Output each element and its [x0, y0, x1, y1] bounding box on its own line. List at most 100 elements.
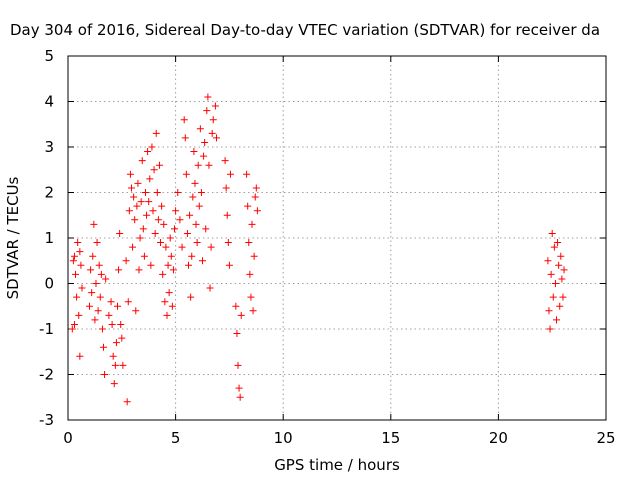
- data-point: [117, 320, 125, 328]
- data-point: [70, 252, 78, 260]
- x-tick-label: 25: [596, 429, 615, 447]
- data-point: [187, 293, 195, 301]
- data-point: [546, 325, 554, 333]
- data-point: [186, 211, 194, 219]
- x-tick-label: 0: [63, 429, 73, 447]
- axis-ticks: [67, 55, 607, 421]
- data-point: [158, 202, 166, 210]
- data-point: [554, 239, 562, 247]
- data-point: [558, 275, 566, 283]
- data-point: [203, 107, 211, 115]
- data-point: [225, 261, 233, 269]
- data-point: [197, 189, 205, 196]
- data-point: [116, 229, 124, 237]
- data-point: [169, 266, 177, 274]
- data-point: [97, 270, 105, 278]
- data-point: [189, 193, 197, 201]
- data-point: [206, 284, 214, 292]
- y-tick-label: 0: [44, 275, 54, 293]
- data-point: [138, 157, 146, 165]
- data-point: [235, 384, 243, 392]
- data-point: [250, 252, 258, 260]
- data-point: [245, 239, 253, 247]
- data-point: [133, 202, 141, 210]
- chart-title: Day 304 of 2016, Sidereal Day-to-day VTE…: [10, 21, 600, 39]
- data-point: [110, 380, 118, 388]
- data-point: [559, 293, 567, 301]
- data-point: [191, 179, 199, 187]
- x-tick-label: 5: [171, 429, 181, 447]
- data-point: [72, 270, 80, 278]
- x-tick-labels: 0 5 10 15 20 25: [63, 429, 615, 447]
- data-point: [195, 202, 203, 210]
- data-point: [247, 293, 255, 301]
- data-point: [545, 307, 553, 315]
- y-axis-label: SDTVAR / TECUs: [4, 176, 22, 299]
- data-point: [90, 220, 98, 228]
- data-point: [550, 243, 558, 251]
- data-point: [88, 289, 96, 297]
- data-point: [152, 129, 160, 137]
- data-point: [151, 229, 159, 237]
- data-point: [131, 216, 139, 224]
- data-point: [196, 125, 204, 133]
- data-point: [77, 261, 85, 269]
- data-point: [167, 252, 175, 260]
- data-point: [553, 316, 561, 324]
- data-point: [140, 252, 148, 260]
- data-point: [107, 298, 115, 306]
- data-point: [159, 270, 167, 278]
- data-point: [95, 261, 103, 269]
- data-point: [92, 280, 100, 287]
- data-point: [208, 129, 216, 137]
- data-point: [73, 293, 81, 301]
- data-point: [147, 261, 155, 269]
- data-point: [209, 116, 217, 124]
- data-point: [200, 152, 208, 160]
- y-tick-labels: -3 -2 -1 0 1 2 3 4 5: [39, 47, 54, 429]
- data-point: [190, 148, 198, 156]
- data-point: [144, 148, 152, 156]
- data-point: [181, 134, 189, 142]
- data-point: [143, 211, 151, 219]
- data-point: [168, 302, 176, 310]
- x-tick-label: 15: [381, 429, 400, 447]
- data-point: [202, 225, 210, 233]
- data-point: [96, 293, 104, 301]
- data-point: [153, 189, 161, 196]
- data-point: [162, 243, 170, 251]
- data-point: [118, 334, 126, 342]
- data-point: [555, 261, 563, 269]
- data-point: [91, 316, 99, 324]
- data-point: [253, 207, 261, 215]
- data-point: [185, 261, 193, 269]
- x-axis-label: GPS time / hours: [274, 456, 400, 474]
- data-point: [139, 225, 147, 233]
- data-point: [150, 166, 158, 174]
- data-point: [246, 270, 254, 278]
- y-tick-label: 5: [44, 47, 54, 65]
- data-point: [122, 257, 130, 265]
- x-tick-label: 10: [274, 429, 293, 447]
- data-point: [556, 302, 564, 310]
- data-point: [109, 352, 117, 360]
- data-point: [141, 189, 149, 196]
- data-point: [544, 257, 552, 265]
- data-point: [76, 352, 84, 360]
- data-point: [160, 220, 168, 228]
- data-point: [134, 179, 142, 187]
- data-point: [226, 170, 234, 178]
- data-point: [199, 257, 206, 265]
- data-point: [234, 361, 242, 369]
- data-point: [166, 234, 174, 242]
- data-point: [148, 143, 156, 151]
- data-point: [549, 293, 557, 301]
- y-tick-label: 4: [44, 93, 54, 111]
- data-point: [111, 361, 119, 369]
- data-point: [236, 393, 244, 401]
- data-point: [251, 193, 259, 201]
- plot-frame: [67, 55, 607, 421]
- data-point: [222, 184, 230, 192]
- data-point: [75, 311, 83, 319]
- data-point: [192, 220, 200, 228]
